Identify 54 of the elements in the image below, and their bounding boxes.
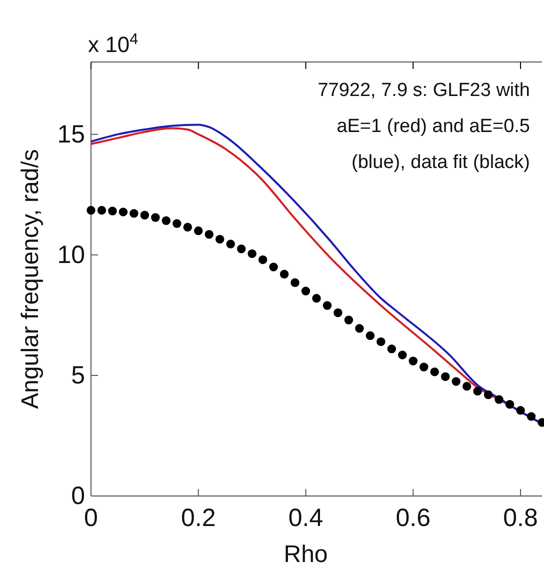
y-tick-label: 15 [57, 120, 85, 148]
point [334, 308, 342, 318]
point [312, 294, 321, 303]
y-tick-label: 10 [57, 240, 85, 269]
point [516, 406, 525, 415]
point [236, 244, 246, 254]
point [462, 382, 472, 391]
point [526, 412, 536, 421]
point [258, 255, 268, 264]
point [322, 301, 332, 310]
point [130, 209, 138, 218]
point [269, 262, 278, 272]
point [355, 324, 364, 333]
point [505, 400, 514, 409]
point [344, 316, 354, 324]
point [248, 249, 256, 258]
point [420, 362, 428, 372]
point [151, 213, 160, 222]
x-tick-label: 0.8 [503, 504, 538, 532]
point [387, 344, 396, 354]
point [226, 240, 235, 248]
point [172, 219, 182, 228]
point [280, 270, 289, 279]
point [301, 286, 310, 296]
y-tick-label: 5 [71, 361, 85, 390]
point [86, 206, 96, 215]
point [162, 216, 171, 226]
point [194, 226, 203, 236]
point [97, 206, 106, 215]
point [140, 210, 150, 220]
point [290, 278, 300, 287]
x-tick-label: 0.6 [396, 504, 431, 532]
point [440, 372, 450, 382]
point [108, 206, 117, 216]
point [473, 386, 482, 396]
point [376, 337, 386, 346]
y-tick-label: 0 [71, 482, 85, 510]
point [118, 208, 128, 216]
y-axis-title: Angular frequency, rad/s [17, 149, 44, 409]
text: x 10$^{4}$ [88, 30, 139, 57]
annotation: 77922, 7.9 s: GLF23 with aE=1 (red) and aE=0.5 (blue), data fit (black) [318, 80, 530, 173]
x-tick-label: 0.4 [288, 504, 324, 532]
point [452, 377, 460, 386]
point [484, 390, 493, 400]
point [494, 395, 504, 404]
point [398, 350, 407, 360]
point [408, 356, 418, 366]
point [183, 222, 192, 232]
point [215, 234, 224, 244]
point [430, 367, 439, 376]
point [204, 230, 214, 239]
point [366, 331, 375, 340]
x-axis-title: Rho [284, 541, 328, 568]
x-tick-label: 0.2 [181, 504, 216, 532]
